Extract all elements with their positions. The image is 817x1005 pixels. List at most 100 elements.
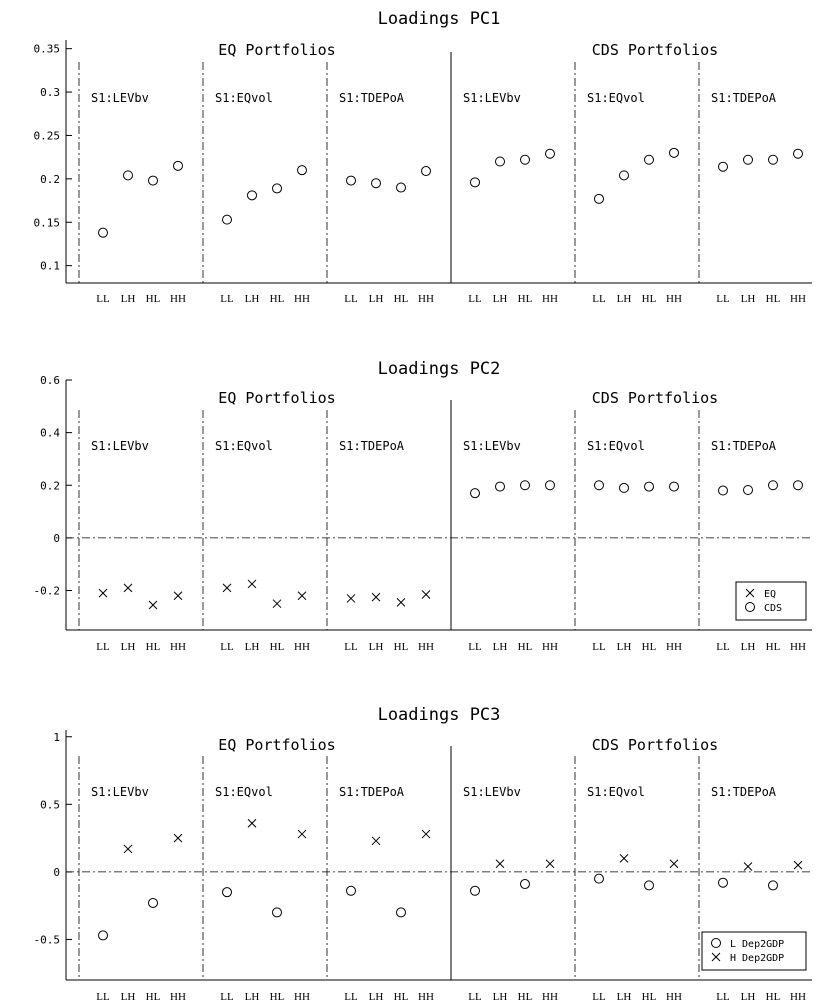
panel-label: S1:EQvol	[587, 439, 645, 453]
data-point-cds	[718, 485, 728, 496]
x-tick-label: LL	[592, 293, 606, 305]
legend-marker-x	[745, 588, 755, 598]
data-point-eq	[272, 599, 282, 609]
data-point-h-dep2gdp	[123, 844, 133, 854]
data-point-series-0	[470, 177, 480, 188]
data-point-series-0	[793, 148, 803, 159]
group-label: EQ Portfolios	[218, 41, 335, 59]
data-point-l-dep2gdp	[520, 879, 530, 890]
panel-label: S1:LEVbv	[91, 439, 149, 453]
group-label: CDS Portfolios	[592, 389, 718, 407]
x-tick-label: HH	[666, 641, 682, 653]
chart-pc3: Loadings PC3 -0.5 0 0.5 1 EQ Portfolios CDS Po…	[34, 705, 812, 1003]
group-label: CDS Portfolios	[592, 41, 718, 59]
legend-marker-circle	[745, 602, 755, 612]
panel-label: S1:LEVbv	[463, 785, 521, 799]
panel-label: S1:EQvol	[215, 785, 273, 799]
x-tick-label: HH	[294, 641, 310, 653]
x-tick-label: HH	[170, 641, 186, 653]
x-tick-label: LL	[344, 641, 358, 653]
group-label: CDS Portfolios	[592, 736, 718, 754]
data-point-series-0	[421, 166, 431, 177]
x-tick-label: LH	[245, 641, 260, 653]
data-point-h-dep2gdp	[743, 862, 753, 871]
legend-box	[735, 581, 807, 621]
x-tick-label: LL	[592, 641, 606, 653]
data-point-l-dep2gdp	[346, 885, 356, 896]
x-tick-label: LH	[369, 293, 384, 305]
data-point-series-0	[297, 165, 307, 176]
x-tick-label: HL	[642, 293, 657, 305]
x-tick-label: HL	[394, 293, 409, 305]
chart-pc1: Loadings PC1 0.1 0.15 0.2 0.25 0.3 0.35 EQ Port…	[34, 9, 812, 305]
data-point-series-0	[272, 183, 282, 194]
x-tick-label: LL	[96, 641, 110, 653]
x-tick-label: LH	[741, 293, 756, 305]
x-tick-label: LH	[121, 293, 136, 305]
data-point-series-0	[371, 178, 381, 189]
panel-label: S1:TDEPoA	[339, 785, 405, 799]
data-point-eq	[247, 579, 257, 589]
data-point-eq	[396, 598, 406, 607]
chart-title: Loadings PC1	[378, 9, 501, 29]
data-point-l-dep2gdp	[148, 897, 158, 908]
data-point-eq	[173, 591, 183, 601]
x-tick-label: LH	[617, 641, 632, 653]
x-tick-label: LH	[245, 991, 260, 1003]
panel-label: S1:TDEPoA	[711, 439, 777, 453]
x-tick-label: HL	[394, 991, 409, 1003]
data-point-cds	[520, 480, 530, 491]
data-point-series-0	[247, 190, 257, 201]
chart-title: Loadings PC3	[378, 705, 501, 725]
data-point-series-0	[396, 182, 406, 193]
legend-label: L Dep2GDP	[730, 939, 784, 950]
panel-label: S1:LEVbv	[91, 91, 149, 105]
data-point-eq	[123, 583, 133, 593]
chart-pc2: Loadings PC2 -0.2 0 0.2 0.4 0.6 EQ Portfolios C…	[34, 359, 812, 653]
y-tick-label: -0.2	[34, 585, 61, 598]
x-tick-label: LL	[468, 641, 482, 653]
data-point-cds	[743, 485, 753, 495]
x-tick-label: HH	[790, 641, 806, 653]
y-tick-label: 0.4	[40, 427, 60, 440]
data-point-h-dep2gdp	[297, 829, 307, 839]
data-point-series-0	[148, 175, 158, 186]
data-point-cds	[470, 488, 480, 499]
chart-title: Loadings PC2	[378, 359, 501, 379]
data-point-cds	[768, 480, 778, 491]
data-point-eq	[371, 592, 381, 602]
data-point-h-dep2gdp	[793, 860, 803, 870]
x-tick-label: HL	[766, 991, 781, 1003]
data-point-series-0	[619, 170, 629, 181]
legend-marker-x	[711, 952, 721, 962]
legend-label: H Dep2GDP	[730, 953, 784, 964]
y-tick-label: 1	[53, 731, 60, 744]
data-point-l-dep2gdp	[222, 887, 232, 898]
x-tick-label: LL	[468, 991, 482, 1003]
data-point-l-dep2gdp	[470, 885, 480, 896]
data-point-eq	[98, 588, 108, 598]
y-tick-label: 0.2	[40, 173, 60, 186]
x-tick-label: LH	[617, 991, 632, 1003]
data-point-series-0	[743, 154, 753, 165]
group-label: EQ Portfolios	[218, 736, 335, 754]
y-tick-label: 0.1	[40, 260, 60, 273]
data-point-series-0	[222, 214, 232, 225]
x-tick-label: HL	[394, 641, 409, 653]
data-point-cds	[619, 482, 629, 493]
data-point-series-0	[768, 154, 778, 165]
x-tick-label: HH	[294, 991, 310, 1003]
data-point-h-dep2gdp	[545, 859, 555, 869]
x-tick-label: HL	[146, 991, 161, 1003]
data-point-l-dep2gdp	[768, 880, 778, 891]
x-tick-label: LH	[617, 293, 632, 305]
x-tick-label: LL	[592, 991, 606, 1003]
x-tick-label: LL	[344, 991, 358, 1003]
data-point-h-dep2gdp	[619, 854, 629, 863]
x-tick-label: LL	[220, 641, 234, 653]
x-tick-label: HH	[542, 293, 558, 305]
panel-label: S1:EQvol	[587, 91, 645, 105]
data-point-l-dep2gdp	[272, 907, 282, 918]
data-point-series-0	[520, 154, 530, 165]
